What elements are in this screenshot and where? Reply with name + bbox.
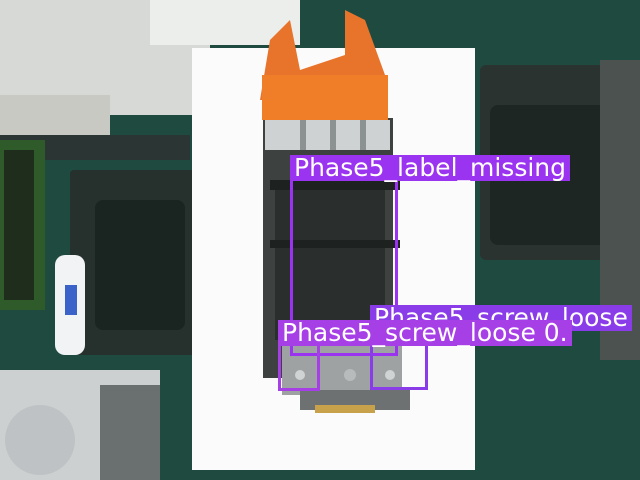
detection-label: Phase5_label_missing [290,155,571,181]
detection-label: Phase5_screw_loose 0. [278,320,572,346]
detection-box: Phase5_label_missing [290,155,571,356]
detection-box: Phase5_screw_loose 0. [278,320,572,391]
